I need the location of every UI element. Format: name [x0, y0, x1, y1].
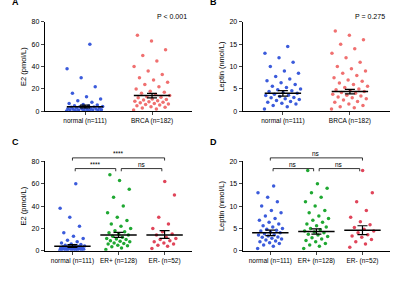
svg-text:40: 40	[32, 63, 40, 70]
svg-text:40: 40	[32, 203, 40, 210]
svg-text:ER+ (n=128): ER+ (n=128)	[298, 257, 335, 265]
svg-text:ER+ (n=128): ER+ (n=128)	[100, 257, 137, 265]
svg-text:A: A	[12, 0, 19, 7]
svg-text:Leptin (nmol/L): Leptin (nmol/L)	[217, 41, 226, 92]
svg-text:ns: ns	[138, 161, 146, 168]
svg-text:15: 15	[229, 180, 237, 187]
svg-text:80: 80	[32, 18, 40, 25]
svg-text:60: 60	[32, 41, 40, 48]
svg-text:Leptin (nmol/L): Leptin (nmol/L)	[217, 181, 226, 232]
svg-text:80: 80	[32, 158, 40, 165]
svg-text:BRCA (n=182): BRCA (n=182)	[329, 117, 371, 125]
svg-text:60: 60	[32, 180, 40, 187]
svg-text:****: ****	[113, 150, 124, 157]
svg-text:normal (n=111): normal (n=111)	[249, 257, 292, 265]
svg-text:D: D	[210, 137, 217, 147]
svg-text:ns: ns	[312, 150, 320, 157]
svg-text:10: 10	[229, 63, 237, 70]
svg-text:B: B	[210, 0, 217, 7]
svg-text:ER- (n=52): ER- (n=52)	[149, 257, 181, 265]
svg-text:20: 20	[32, 85, 40, 92]
svg-text:ns: ns	[335, 161, 343, 168]
svg-text:15: 15	[229, 41, 237, 48]
svg-text:0: 0	[233, 108, 237, 115]
svg-text:ER- (n=52): ER- (n=52)	[346, 257, 378, 265]
svg-text:20: 20	[229, 158, 237, 165]
svg-text:5: 5	[233, 85, 237, 92]
svg-text:BRCA (n=182): BRCA (n=182)	[131, 117, 173, 125]
svg-text:P < 0.001: P < 0.001	[157, 13, 187, 20]
svg-text:0: 0	[233, 247, 237, 254]
svg-text:20: 20	[32, 225, 40, 232]
svg-text:****: ****	[90, 161, 101, 168]
svg-text:20: 20	[229, 18, 237, 25]
svg-text:normal (n=111): normal (n=111)	[63, 117, 106, 125]
svg-text:P = 0.275: P = 0.275	[355, 13, 385, 20]
svg-text:10: 10	[229, 203, 237, 210]
svg-text:C: C	[12, 137, 19, 147]
svg-text:ns: ns	[289, 161, 297, 168]
svg-text:0: 0	[35, 108, 39, 115]
svg-text:normal (n=111): normal (n=111)	[51, 257, 94, 265]
svg-text:normal (n=111): normal (n=111)	[261, 117, 304, 125]
svg-text:0: 0	[35, 247, 39, 254]
svg-text:E2 (pmol/L): E2 (pmol/L)	[19, 186, 28, 225]
svg-text:E2 (pmol/L): E2 (pmol/L)	[19, 47, 28, 86]
svg-text:5: 5	[233, 225, 237, 232]
